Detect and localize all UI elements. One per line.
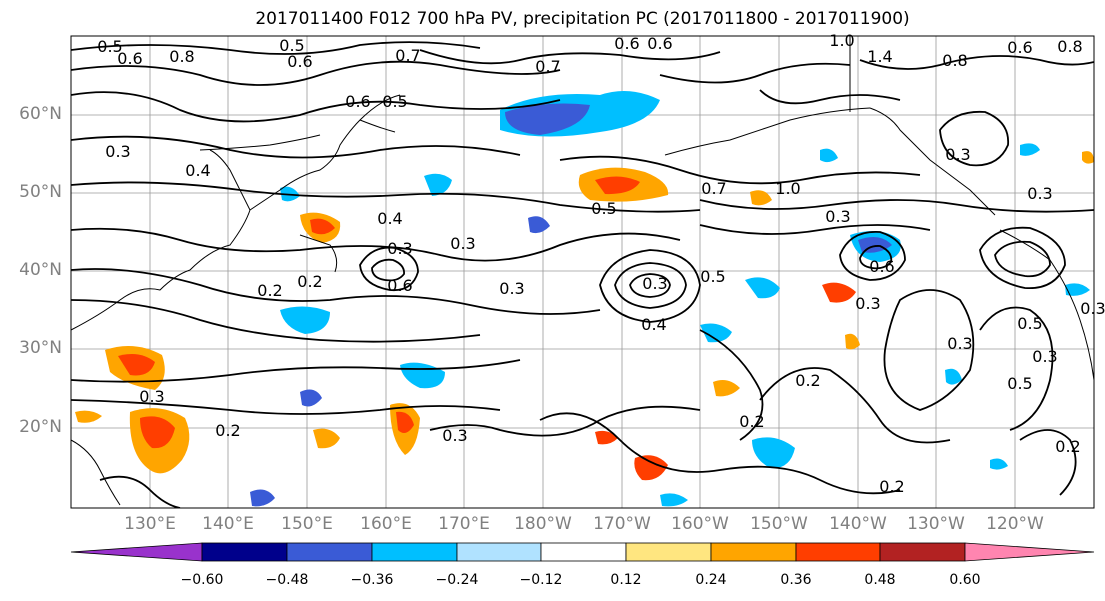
- contour-label: 0.5: [97, 37, 123, 56]
- pv-contours: [71, 41, 1094, 508]
- contour-label: 0.6: [614, 34, 640, 53]
- contour-label: 0.5: [700, 267, 726, 286]
- colorbar-tick-label: 0.36: [780, 572, 812, 588]
- contour-label: 0.2: [739, 412, 765, 431]
- contour-label: 0.5: [382, 92, 408, 111]
- contour-label: 0.6: [117, 49, 143, 68]
- lon-label-130w: 130°W: [907, 514, 965, 534]
- contour-label: 0.3: [499, 279, 525, 298]
- coastlines: [71, 36, 1094, 506]
- lat-label-20n: 20°N: [19, 417, 62, 437]
- contour-label: 0.3: [387, 239, 413, 258]
- lon-label-170e: 170°E: [438, 514, 490, 534]
- contour-label: 0.3: [442, 426, 468, 445]
- contour-label: 0.2: [879, 477, 905, 496]
- contour-label: 0.6: [387, 276, 413, 295]
- contour-label: 0.6: [647, 34, 673, 53]
- contour-label: 0.3: [139, 387, 165, 406]
- colorbar-tick-label: 0.12: [610, 572, 642, 588]
- contour-label: 0.4: [185, 161, 211, 180]
- colorbar: [70, 542, 1095, 562]
- contour-label: 0.8: [169, 47, 195, 66]
- lon-label-160e: 160°E: [360, 514, 412, 534]
- contour-label: 0.2: [215, 421, 241, 440]
- contour-label: 0.8: [1057, 37, 1083, 56]
- colorbar-tick-label: −0.12: [519, 572, 563, 588]
- contour-label: 0.6: [869, 257, 895, 276]
- contour-label: 0.5: [1007, 374, 1033, 393]
- precipitation-shading: [75, 91, 1094, 507]
- contour-label: 0.6: [345, 92, 371, 111]
- lon-label-140e: 140°E: [202, 514, 254, 534]
- colorbar-segment: [710, 542, 797, 562]
- lon-label-140w: 140°W: [829, 514, 887, 534]
- contour-label: 0.3: [105, 142, 131, 161]
- contour-label: 0.3: [642, 274, 668, 293]
- lon-label-160w: 160°W: [671, 514, 729, 534]
- contour-label: 0.7: [535, 57, 561, 76]
- contour-label: 0.3: [450, 234, 476, 253]
- colorbar-segment: [286, 542, 373, 562]
- lon-label-150e: 150°E: [281, 514, 333, 534]
- map-frame: [70, 35, 1095, 509]
- contour-label: 0.4: [377, 209, 403, 228]
- graticule: [71, 36, 1094, 508]
- contour-label: 0.3: [945, 145, 971, 164]
- lon-label-120w: 120°W: [986, 514, 1044, 534]
- colorbar-tick-label: −0.36: [350, 572, 394, 588]
- colorbar-segment: [795, 542, 881, 562]
- lon-label-130e: 130°E: [124, 514, 176, 534]
- lat-label-60n: 60°N: [19, 104, 62, 124]
- colorbar-segment: [625, 542, 712, 562]
- colorbar-extend-min: [70, 542, 203, 562]
- contour-label: 0.5: [591, 199, 617, 218]
- contour-label: 0.2: [795, 371, 821, 390]
- colorbar-segment: [371, 542, 458, 562]
- map-title: 2017011400 F012 700 hPa PV, precipitatio…: [255, 9, 910, 29]
- contour-label: 0.5: [1017, 314, 1043, 333]
- contour-label: 0.2: [1055, 437, 1081, 456]
- contour-label: 0.5: [279, 36, 305, 55]
- colorbar-tick-label: 0.60: [949, 572, 981, 588]
- contour-label: 1.0: [829, 31, 855, 50]
- contour-label: 0.3: [1027, 184, 1053, 203]
- lat-label-40n: 40°N: [19, 260, 62, 280]
- contour-label: 0.3: [855, 294, 881, 313]
- contour-label: 0.2: [297, 272, 323, 291]
- contour-label: 0.8: [942, 51, 968, 70]
- lat-label-50n: 50°N: [19, 182, 62, 202]
- contour-label: 0.7: [701, 179, 727, 198]
- lon-label-180w: 180°W: [514, 514, 572, 534]
- colorbar-tick-label: 0.48: [864, 572, 896, 588]
- contour-label: 0.3: [825, 207, 851, 226]
- contour-label: 1.4: [867, 47, 893, 66]
- contour-label: 0.4: [641, 315, 667, 334]
- colorbar-segment: [540, 542, 627, 562]
- lon-label-150w: 150°W: [750, 514, 808, 534]
- colorbar-tick-label: −0.48: [265, 572, 309, 588]
- colorbar-segment: [456, 542, 542, 562]
- contour-label: 1.0: [775, 179, 801, 198]
- contour-label: 0.6: [287, 52, 313, 71]
- contour-label: 0.6: [1007, 38, 1033, 57]
- contour-label: 0.3: [947, 334, 973, 353]
- contour-label: 0.3: [1032, 347, 1058, 366]
- colorbar-extend-max: [964, 542, 1095, 562]
- colorbar-segment: [201, 542, 288, 562]
- colorbar-tick-label: −0.60: [180, 572, 224, 588]
- lon-label-170w: 170°W: [593, 514, 651, 534]
- contour-label: 0.7: [395, 46, 421, 65]
- lat-label-30n: 30°N: [19, 338, 62, 358]
- colorbar-segment: [879, 542, 966, 562]
- colorbar-tick-label: −0.24: [435, 572, 479, 588]
- contour-label: 0.2: [257, 281, 283, 300]
- contour-label: 0.3: [1080, 299, 1105, 318]
- colorbar-tick-label: 0.24: [695, 572, 727, 588]
